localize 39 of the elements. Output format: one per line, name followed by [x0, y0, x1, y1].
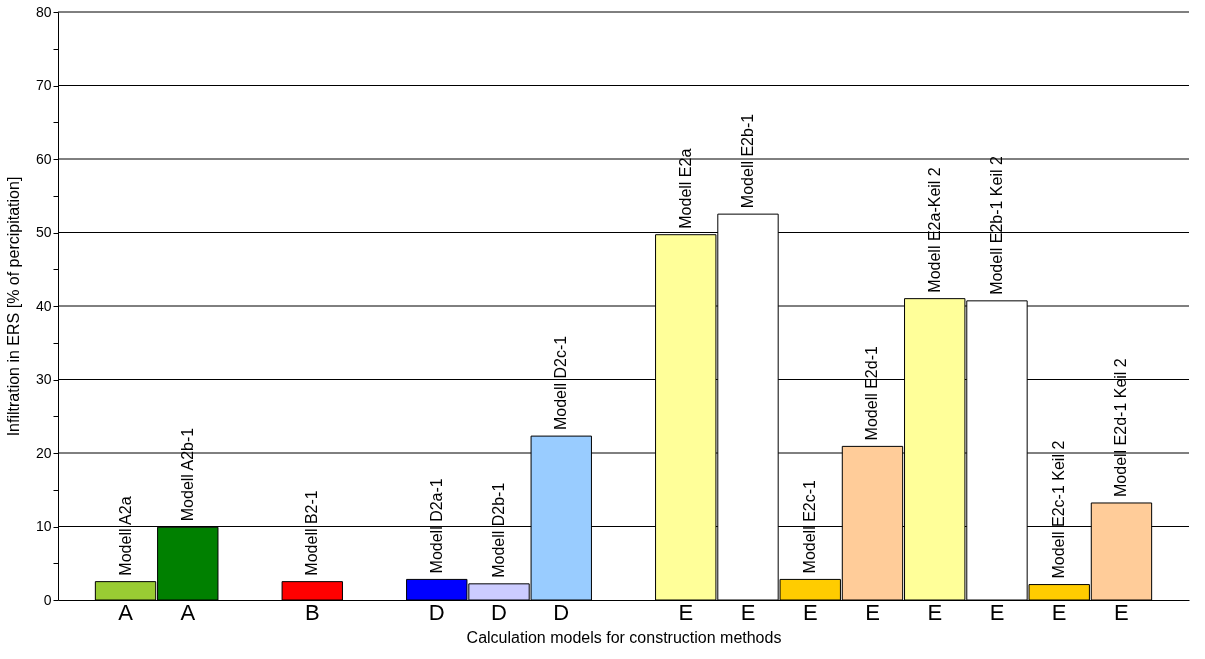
y-tick-label: 40: [35, 297, 52, 314]
data-label: Modell D2c-1: [552, 335, 570, 431]
data-label: Modell E2a-Keil 2: [925, 167, 943, 293]
x-axis-title: Calculation models for construction methods: [466, 628, 782, 646]
data-label: Modell A2b-1: [178, 427, 196, 522]
data-label: Modell E2b-1 Keil 2: [987, 156, 1005, 295]
x-tick-label: A: [180, 599, 196, 625]
data-label: Modell E2c-1 Keil 2: [1050, 440, 1068, 579]
y-tick-label: 50: [35, 224, 52, 240]
x-tick-label: E: [927, 599, 943, 625]
x-tick-label: E: [865, 599, 880, 625]
x-tick-label: E: [802, 599, 818, 625]
y-tick-label: 0: [43, 591, 52, 608]
y-tick-label: 80: [35, 3, 52, 20]
data-label: Modell E2d-1: [863, 346, 881, 441]
x-tick-label: E: [1051, 599, 1067, 625]
x-tick-label: D: [553, 599, 570, 625]
y-axis-title: Infiltration in ERS [% of percipitation]: [4, 176, 22, 437]
x-tick-label: D: [428, 599, 445, 625]
data-label: Modell E2a: [676, 148, 694, 229]
y-tick-label: 20: [35, 444, 52, 461]
x-tick-label: E: [989, 599, 1005, 625]
x-tick-label: B: [304, 599, 320, 625]
x-tick-label: A: [118, 599, 134, 625]
y-tick-label: 60: [35, 150, 52, 167]
data-label: Modell B2-1: [303, 490, 321, 576]
x-tick-label: E: [678, 599, 694, 625]
y-tick-label: 30: [35, 371, 52, 387]
data-label: Modell D2a-1: [427, 478, 445, 574]
x-tick-label: D: [491, 599, 507, 625]
x-tick-label: E: [1114, 599, 1129, 625]
x-tick-label: E: [740, 599, 756, 625]
y-tick-label: 70: [35, 77, 52, 93]
data-label: Modell E2b-1: [738, 113, 756, 209]
data-label: Modell E2c-1: [801, 479, 819, 574]
data-label: Modell A2a: [116, 496, 134, 576]
data-label: Modell E2d-1 Keil 2: [1112, 358, 1130, 497]
y-tick-label: 10: [35, 518, 52, 534]
data-label: Modell D2b-1: [490, 482, 508, 578]
